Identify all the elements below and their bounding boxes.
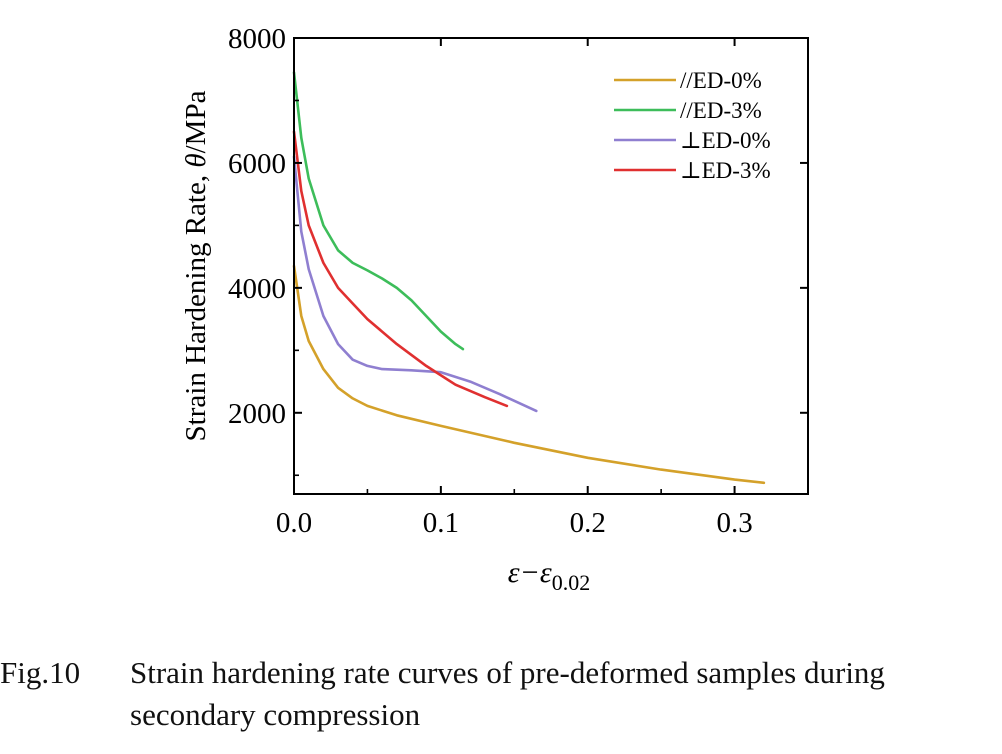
y-tick-label-1: 4000 [228,273,286,305]
legend-label-0: //ED-0% [680,68,762,93]
y-axis-label: Strain Hardening Rate, θ/MPa [180,90,212,441]
legend: //ED-0% //ED-3% ⊥ED-0% ⊥ED-3% [614,68,771,183]
caption-text: Strain hardening rate curves of pre-defo… [130,652,1000,736]
y-tick-label-3: 8000 [228,23,286,55]
y-tick-label-0: 2000 [228,398,286,430]
x-tick-label-1: 0.1 [423,507,459,539]
x-tick-label-3: 0.3 [716,507,752,539]
plot-layer [292,71,766,485]
plot-frame [293,37,809,495]
y-tick-label-2: 6000 [228,148,286,180]
caption-label: Fig.10 [0,655,81,690]
axes-layer: 0.0 0.1 0.2 0.3 2000 4000 6000 8000 Strain Harde… [180,23,809,595]
x-tick-label-0: 0.0 [276,507,312,539]
series-line-1 [292,71,465,351]
x-axis-label: ε−ε0.02 [508,556,590,595]
series-line-0 [292,264,766,485]
legend-label-2: ⊥ED-0% [680,128,771,153]
series-line-2 [292,155,538,413]
x-tick-label-2: 0.2 [570,507,606,539]
chart: 0.0 0.1 0.2 0.3 2000 4000 6000 8000 Strain Harde… [180,23,809,595]
legend-label-3: ⊥ED-3% [680,158,771,183]
caption-line-1: Strain hardening rate curves of pre-defo… [130,655,885,690]
caption-line-2: secondary compression [130,697,421,732]
legend-label-1: //ED-3% [680,98,762,123]
series-line-3 [292,130,509,408]
